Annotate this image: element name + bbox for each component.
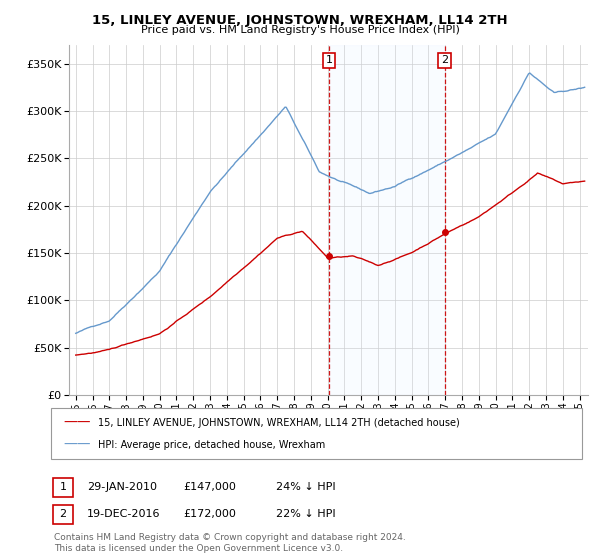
Text: 1: 1 — [326, 55, 332, 66]
Text: 22% ↓ HPI: 22% ↓ HPI — [276, 509, 335, 519]
Text: £172,000: £172,000 — [183, 509, 236, 519]
Text: 2: 2 — [59, 509, 67, 519]
Bar — [329, 45, 445, 395]
Text: ——: —— — [63, 416, 91, 430]
Text: 15, LINLEY AVENUE, JOHNSTOWN, WREXHAM, LL14 2TH (detached house): 15, LINLEY AVENUE, JOHNSTOWN, WREXHAM, L… — [98, 418, 460, 428]
Text: 24% ↓ HPI: 24% ↓ HPI — [276, 482, 335, 492]
Text: Contains HM Land Registry data © Crown copyright and database right 2024.: Contains HM Land Registry data © Crown c… — [54, 533, 406, 542]
Text: 15, LINLEY AVENUE, JOHNSTOWN, WREXHAM, LL14 2TH: 15, LINLEY AVENUE, JOHNSTOWN, WREXHAM, L… — [92, 14, 508, 27]
Text: 19-DEC-2016: 19-DEC-2016 — [87, 509, 161, 519]
Text: HPI: Average price, detached house, Wrexham: HPI: Average price, detached house, Wrex… — [98, 440, 325, 450]
Text: 29-JAN-2010: 29-JAN-2010 — [87, 482, 157, 492]
Text: £147,000: £147,000 — [183, 482, 236, 492]
Text: 2: 2 — [441, 55, 448, 66]
Text: Price paid vs. HM Land Registry's House Price Index (HPI): Price paid vs. HM Land Registry's House … — [140, 25, 460, 35]
Text: This data is licensed under the Open Government Licence v3.0.: This data is licensed under the Open Gov… — [54, 544, 343, 553]
Text: ——: —— — [63, 438, 91, 452]
Text: 1: 1 — [59, 482, 67, 492]
